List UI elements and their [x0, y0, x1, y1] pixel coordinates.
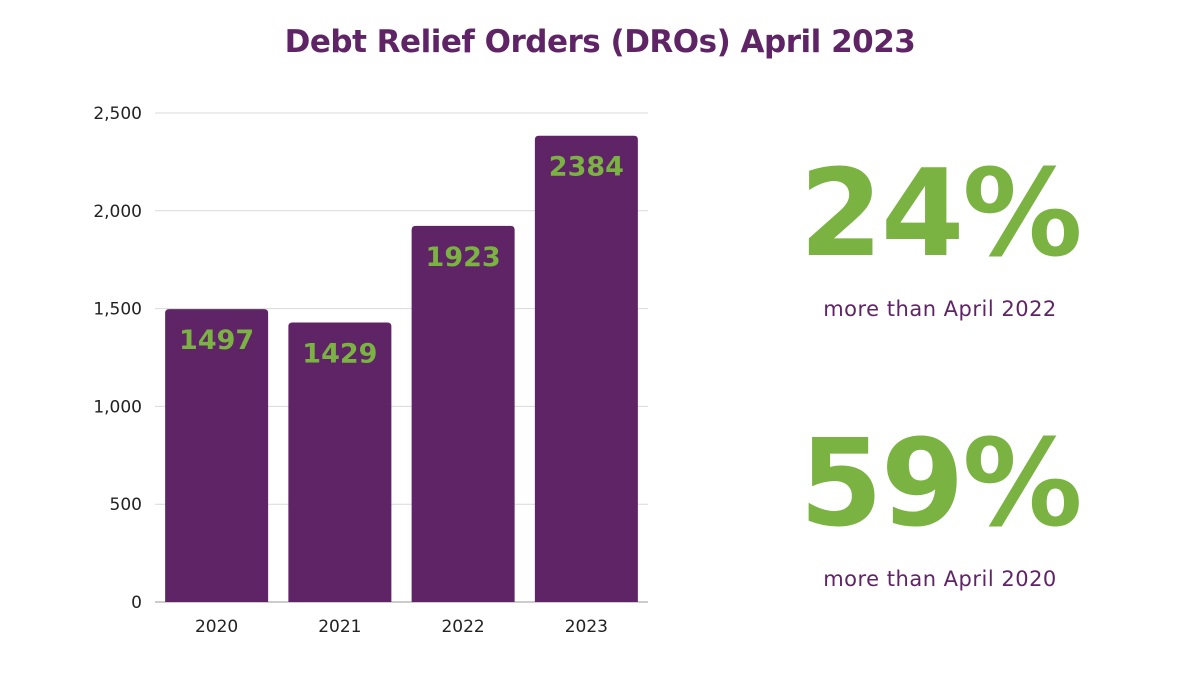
x-tick-label: 2020 [195, 617, 238, 637]
x-tick-label: 2021 [318, 617, 361, 637]
bar-2020 [165, 309, 269, 602]
stat-block-2020: 59% more than April 2020 [720, 415, 1160, 592]
bar-value-label: 1923 [426, 242, 501, 273]
y-tick-label: 2,500 [93, 104, 142, 124]
bars [165, 135, 638, 602]
chart-title: Debt Relief Orders (DROs) April 2023 [284, 24, 916, 60]
stat-caption-2022: more than April 2022 [823, 297, 1057, 321]
bar-value-label: 2384 [549, 152, 624, 183]
y-tick-label: 2,000 [93, 202, 142, 222]
bar-2022 [411, 225, 515, 602]
x-tick-label: 2022 [441, 617, 484, 637]
bar-value-labels: 1497 1429 1923 2384 [179, 152, 624, 370]
y-tick-label: 500 [110, 495, 142, 515]
y-tick-label: 0 [131, 593, 142, 613]
x-tick-label: 2023 [565, 617, 608, 637]
stat-value-2020: 59% [799, 415, 1082, 554]
bar-2021 [288, 322, 392, 602]
y-tick-label: 1,500 [93, 300, 142, 320]
stat-value-2022: 24% [799, 145, 1082, 284]
stat-caption-2020: more than April 2020 [823, 567, 1057, 591]
bar-chart: 0 500 1,000 1,500 2,000 2,500 1497 1429 1923 238… [93, 104, 648, 637]
stat-block-2022: 24% more than April 2022 [720, 145, 1160, 322]
bar-value-label: 1429 [302, 338, 377, 369]
x-axis-ticks: 2020 2021 2022 2023 [195, 617, 608, 637]
y-tick-label: 1,000 [93, 397, 142, 417]
bar-2023 [534, 135, 638, 602]
bar-value-label: 1497 [179, 325, 254, 356]
y-axis-ticks: 0 500 1,000 1,500 2,000 2,500 [93, 104, 142, 613]
